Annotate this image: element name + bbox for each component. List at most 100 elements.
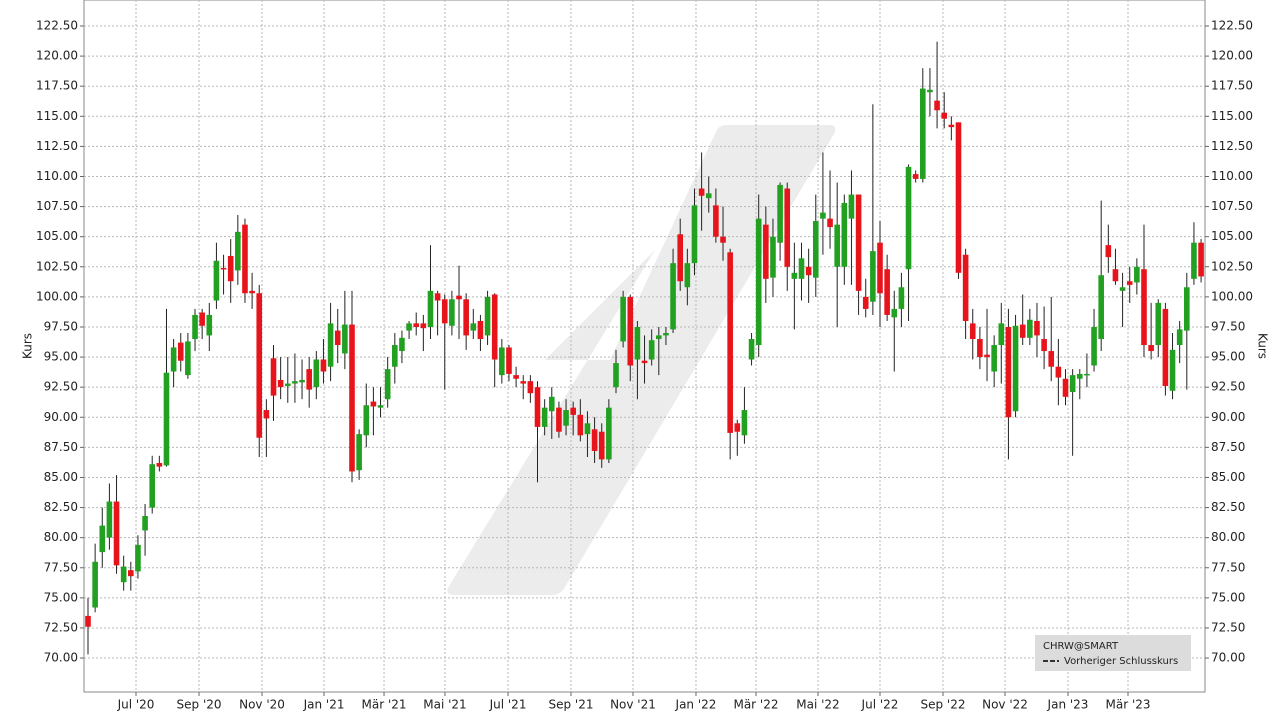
candle-body [506,347,512,374]
candle-body [277,379,284,388]
candle-body [270,358,277,396]
y2-tick-label: 90.00 [1211,410,1245,424]
candle-body [741,410,748,436]
y-tick-label: 90.00 [44,410,78,424]
candle-body [413,323,420,327]
candle-body [1119,287,1126,291]
candle-body [648,340,655,360]
y2-tick-label: 82.50 [1211,500,1245,514]
y-tick-label: 82.50 [44,500,78,514]
y-tick-label: 105.00 [36,229,78,243]
candle-body [713,205,719,237]
y-tick-label: 92.50 [44,380,78,394]
y-tick-label: 80.00 [44,530,78,544]
candle-body [1055,366,1062,378]
candle-body [491,294,498,360]
candles [85,41,1204,655]
candle-body [962,254,969,321]
candle-body [356,434,362,471]
candle-body [905,166,912,270]
candle-body [92,561,98,608]
candle-body [399,337,405,352]
candle-body [798,258,805,279]
candle-body [1155,302,1162,346]
candle-body [1048,351,1055,367]
legend-label: CHRW@SMART [1043,641,1119,652]
candle-body [113,501,120,566]
candle-body [613,363,619,388]
candle-body [805,266,812,276]
candle-body [820,212,826,219]
y2-tick-label: 77.50 [1211,560,1245,574]
candle-body [149,464,156,508]
candle-body [1027,319,1033,338]
y2-tick-label: 102.50 [1211,259,1253,273]
candle-body [527,381,534,394]
candle-body [1126,281,1133,285]
candle-body [1141,269,1147,346]
candle-body [598,431,605,460]
candle-body [855,194,862,291]
candle-body [363,405,370,436]
candle-body [977,339,983,358]
candle-body [862,296,869,309]
candle-body [1184,287,1190,331]
y2-tick-label: 85.00 [1211,470,1245,484]
x-tick-label: Jul '21 [489,698,527,712]
x-tick-label: Mär '22 [733,698,778,712]
legend: CHRW@SMART Vorheriger Schlusskurs [1035,635,1191,671]
candle-body [684,263,691,288]
y-tick-label: 100.00 [36,289,78,303]
candle-body [406,323,412,331]
candle-body [1105,245,1112,258]
y-tick-label: 110.00 [36,169,78,183]
y2-tick-label: 75.00 [1211,590,1245,604]
candle-body [1005,326,1012,418]
candle-body [456,295,462,300]
candle-body [1191,242,1197,279]
y2-tick-label: 107.50 [1211,199,1253,213]
y-tick-label: 120.00 [36,49,78,63]
candle-body [634,326,641,360]
candle-body [484,296,491,336]
candle-body [870,251,876,302]
x-tick-label: Nov '22 [982,698,1028,712]
candle-body [577,414,584,436]
y-tick-label: 107.50 [36,199,78,213]
y2-tick-label: 120.00 [1211,49,1253,63]
candle-body [791,272,798,279]
candle-body [827,218,833,228]
candle-body [734,423,741,432]
candle-body [755,218,762,346]
candle-body [727,252,733,433]
candle-body [334,330,341,346]
y-tick-label: 115.00 [36,109,78,123]
candle-body [128,570,134,577]
candle-body [292,381,298,384]
candle-body [120,566,127,583]
candle-body [106,501,113,538]
candle-body [912,174,919,179]
x-tick-label: Jul '20 [117,698,155,712]
y-tick-label: 70.00 [44,651,78,665]
candle-body [499,347,505,376]
y-tick-label: 97.50 [44,319,78,333]
candle-body [834,224,840,267]
x-tick-label: Sep '22 [920,698,965,712]
candle-body [235,231,241,271]
candle-body [477,320,484,340]
candle-body [934,100,940,111]
candle-body [449,299,455,326]
candle-body [1019,324,1026,338]
candle-body [1148,345,1154,352]
y2-tick-label: 112.50 [1211,139,1253,153]
candle-body [884,269,890,315]
y2-axis-label: Kurs [1256,333,1270,359]
candle-body [135,544,141,572]
candle-body [1112,269,1119,282]
candle-body [513,375,519,379]
candle-body [242,224,248,294]
candle-body [156,463,163,467]
candle-body [85,615,91,627]
candle-body [1198,242,1204,277]
